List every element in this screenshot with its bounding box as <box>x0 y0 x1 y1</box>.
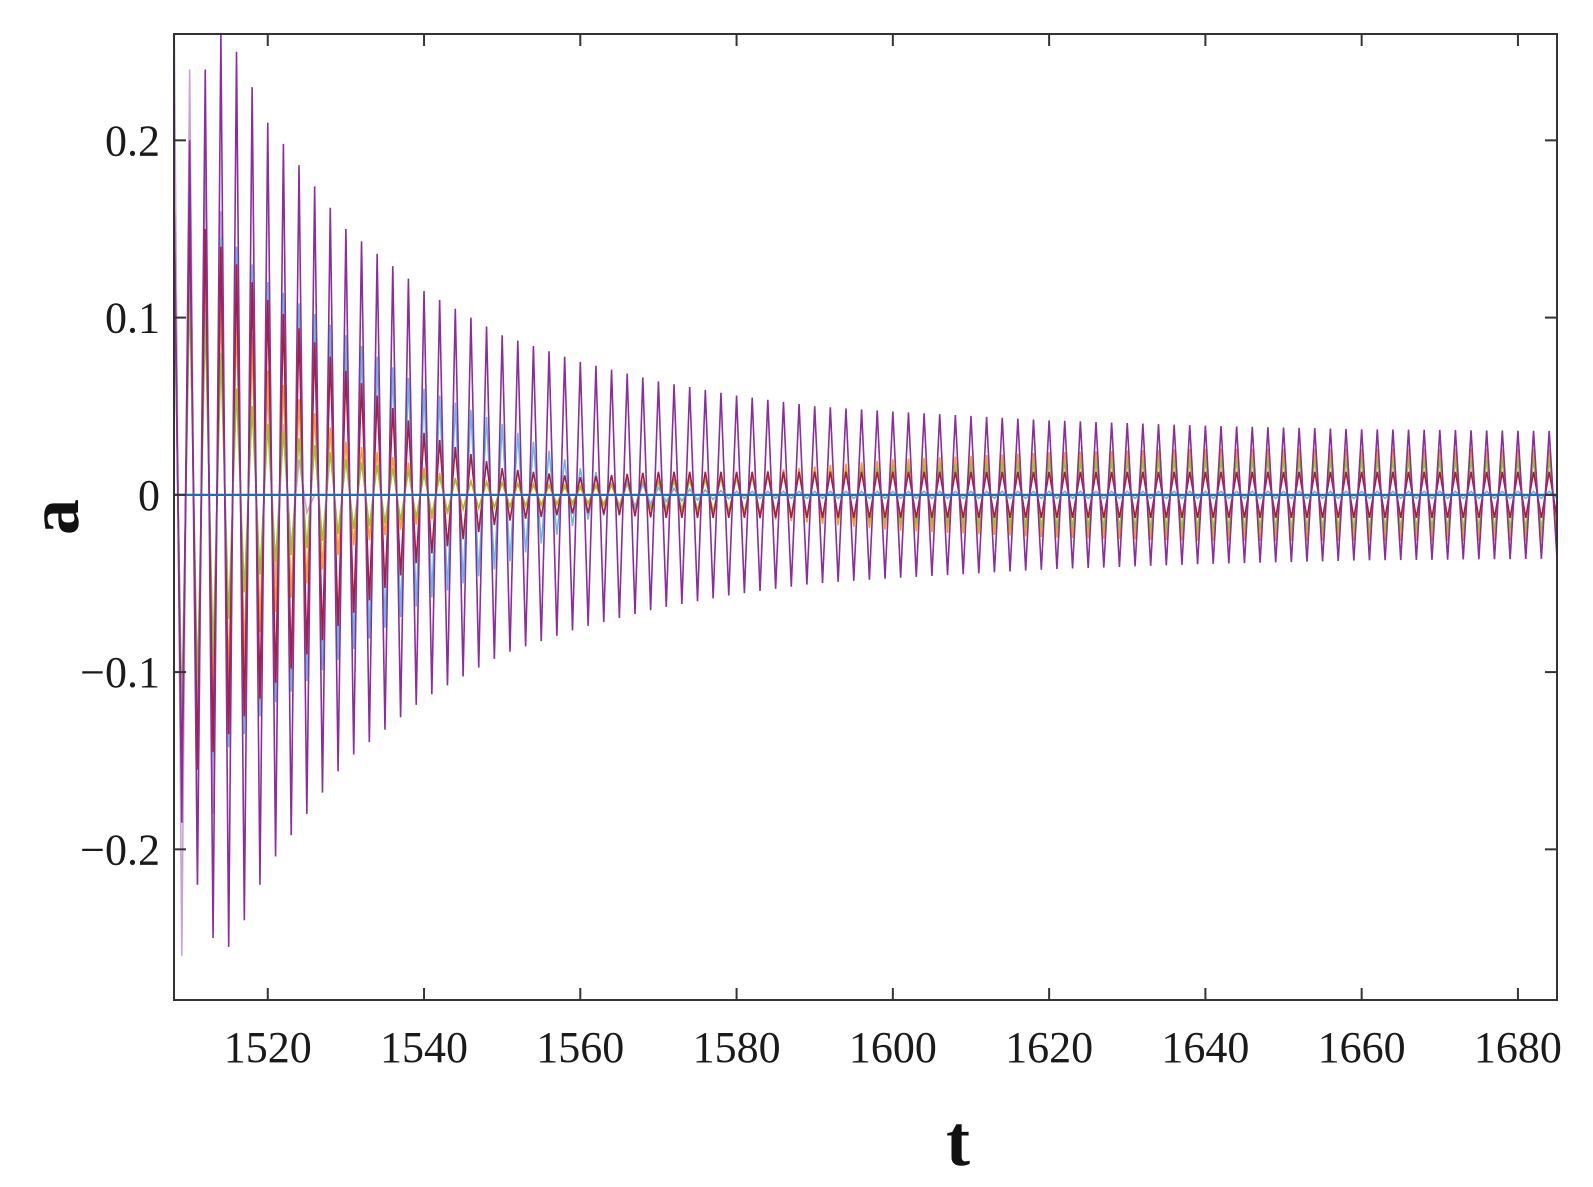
x-tick-label: 1520 <box>224 1023 312 1072</box>
x-tick-label: 1580 <box>693 1023 781 1072</box>
series-layer <box>174 34 1557 956</box>
y-tick-label: −0.2 <box>80 825 160 874</box>
plot-frame <box>173 33 1558 1001</box>
x-tick-label: 1640 <box>1161 1023 1249 1072</box>
y-axis-label: a <box>14 499 94 535</box>
y-tick-label: 0 <box>138 471 160 520</box>
x-tick-label: 1680 <box>1474 1023 1562 1072</box>
y-tick-label: 0.2 <box>105 116 160 165</box>
y-tick-label: −0.1 <box>80 648 160 697</box>
x-tick-label: 1660 <box>1318 1023 1406 1072</box>
x-tick-label: 1600 <box>849 1023 937 1072</box>
x-axis-label: t <box>946 1101 970 1181</box>
y-tick-label: 0.1 <box>105 294 160 343</box>
x-tick-label: 1560 <box>536 1023 624 1072</box>
x-tick-label: 1620 <box>1005 1023 1093 1072</box>
ticks-layer: 1520 1540 1560 1580 1600 1620 1640 1660 1680 −0.2… <box>80 34 1562 1072</box>
x-tick-label: 1540 <box>380 1023 468 1072</box>
